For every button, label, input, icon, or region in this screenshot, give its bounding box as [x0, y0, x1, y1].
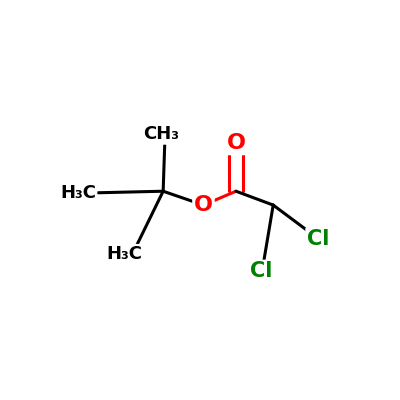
- Text: O: O: [194, 195, 213, 215]
- Text: Cl: Cl: [250, 261, 272, 281]
- Text: Cl: Cl: [307, 229, 329, 249]
- Text: CH₃: CH₃: [144, 125, 180, 143]
- Text: O: O: [226, 134, 246, 154]
- Text: H₃C: H₃C: [60, 184, 96, 202]
- Text: H₃C: H₃C: [106, 245, 142, 263]
